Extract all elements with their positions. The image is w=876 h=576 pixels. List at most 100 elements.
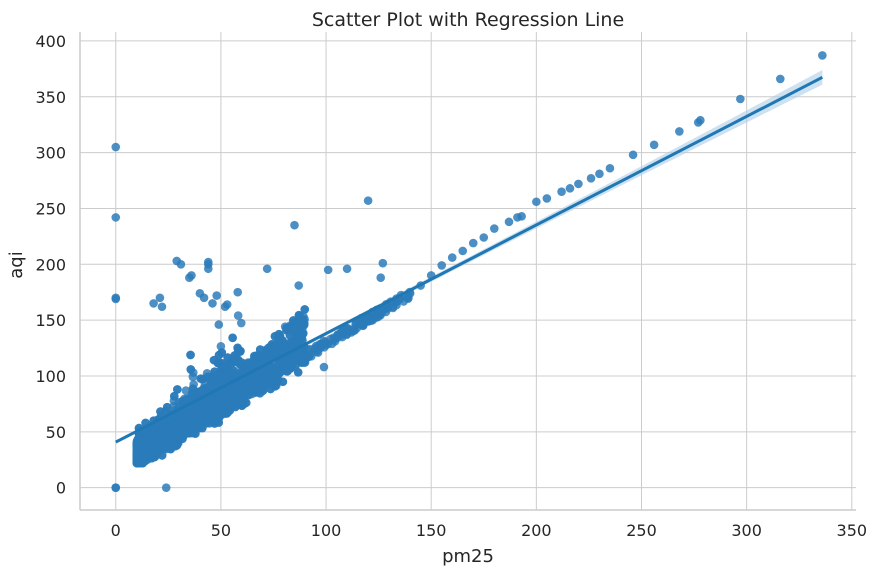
scatter-point [186,350,195,360]
scatter-point [775,74,785,84]
y-tick-label: 100 [35,367,66,386]
scatter-point [186,365,196,374]
scatter-point [142,427,152,437]
scatter-point [285,323,294,332]
scatter-point [237,401,247,411]
scatter-point [195,387,205,396]
scatter-point [300,305,310,314]
x-tick-label: 50 [211,521,231,540]
scatter-point [176,259,186,269]
scatter-point [199,293,209,303]
scatter-point [437,261,447,270]
scatter-point [159,435,169,445]
scatter-point [153,433,162,442]
scatter-point [279,363,289,372]
scatter-point [381,307,391,317]
scatter-point [213,414,223,424]
scatter-point [319,362,329,372]
scatter-point [574,179,583,189]
scatter-point [290,220,299,230]
scatter-point [532,197,541,207]
scatter-point [294,310,304,320]
scatter-point [303,352,313,361]
scatter-point [586,174,596,183]
scatter-point [214,320,224,329]
scatter-point [270,362,280,372]
scatter-point [233,311,243,320]
scatter-point [157,302,167,312]
scatter-point [284,343,294,352]
scatter-point [147,443,157,452]
tick-labels: 0 50 100 150 200 250 300 350 0 50 100 150 200 250 300 3… [35,32,867,540]
scatter-point [231,402,240,412]
scatter-point [349,324,359,334]
scatter-point [111,483,121,492]
scatter-point [222,300,232,309]
scatter-point [176,419,186,428]
scatter-point [198,423,207,433]
scatter-point [203,383,212,392]
scatter-point [378,258,388,268]
scatter-point [203,264,213,274]
scatter-point [255,345,265,354]
x-tick-label: 250 [626,521,657,540]
scatter-point [228,333,237,343]
scatter-point [262,264,272,274]
x-tick-label: 0 [111,521,121,540]
y-tick-label: 250 [35,199,66,218]
scatter-point [203,257,213,267]
scatter-point [252,359,261,369]
scatter-point [293,367,303,377]
scatter-point [208,299,217,308]
scatter-point [230,392,240,401]
scatter-point [156,407,165,416]
scatter-point [173,385,182,394]
scatter-point [818,51,827,60]
chart-title: Scatter Plot with Regression Line [312,9,624,31]
scatter-point [317,340,327,350]
scatter-point [217,359,227,368]
scatter-point [696,115,705,125]
scatter-point [185,273,194,283]
scatter-point [595,169,604,179]
scatter-point [286,361,296,371]
scatter-point [305,344,315,354]
scatter-point [161,483,171,492]
y-tick-label: 150 [35,311,66,330]
scatter-point [187,389,197,398]
scatter-point [111,142,121,152]
scatter-point [184,428,194,438]
scatter-point [223,353,232,362]
scatter-point [468,238,478,248]
y-tick-label: 400 [35,32,66,51]
y-tick-label: 0 [56,479,66,498]
scatter-point [479,233,489,242]
scatter-point [227,359,236,369]
scatter-point [261,378,271,387]
scatter-point [149,299,158,308]
scatter-point [170,391,179,401]
scatter-point [171,441,180,451]
scatter-point [504,217,514,227]
y-tick-label: 200 [35,255,66,274]
grid-lines [80,32,856,510]
scatter-point [237,358,247,367]
scatter-point [458,246,468,256]
y-axis-title: aqi [6,251,27,278]
scatter-point [162,402,172,412]
scatter-point [214,371,223,381]
scatter-point [203,372,213,382]
x-tick-label: 300 [731,521,762,540]
scatter-point [388,302,398,312]
scatter-point [489,224,499,233]
y-tick-label: 50 [46,423,66,442]
scatter-point [244,359,253,368]
regression-line-layer [115,76,824,444]
scatter-point [294,281,304,290]
scatter-point [147,453,156,463]
scatter-point [166,414,176,424]
scatter-point [342,264,352,274]
scatter-point [236,346,245,356]
scatter-point [565,184,575,193]
